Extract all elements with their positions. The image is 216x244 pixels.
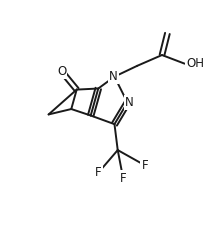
Text: N: N: [109, 70, 118, 83]
Text: F: F: [95, 166, 102, 179]
Text: OH: OH: [186, 57, 204, 70]
Text: N: N: [125, 96, 134, 109]
Text: F: F: [120, 172, 126, 185]
Text: F: F: [141, 159, 148, 172]
Text: O: O: [57, 65, 66, 78]
